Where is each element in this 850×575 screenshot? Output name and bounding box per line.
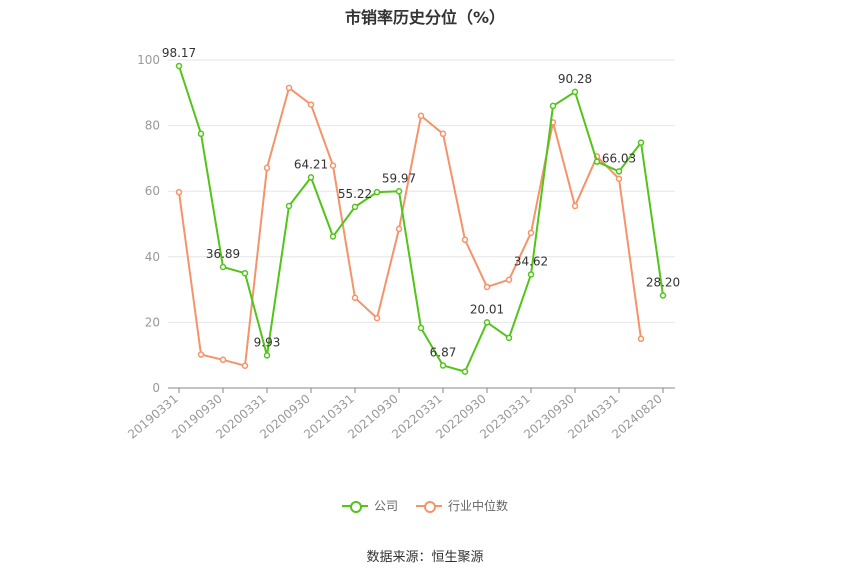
data-point-company: [439, 362, 447, 369]
data-point-company: [571, 88, 579, 96]
data-point-industry-median: [527, 229, 535, 237]
data-label: 28.20: [646, 276, 680, 290]
data-point-company: [593, 158, 601, 165]
data-point-industry-median: [285, 84, 293, 92]
data-label: 34.62: [514, 254, 548, 268]
data-point-company: [263, 352, 271, 359]
series-line-industry-median: [178, 86, 642, 367]
y-tick-label: 20: [145, 315, 160, 329]
y-tick-label: 80: [145, 119, 160, 133]
data-source: 数据来源：恒生聚源: [366, 550, 484, 565]
data-point-industry-median: [571, 202, 579, 210]
data-point-company: [505, 334, 513, 342]
data-point-company: [175, 62, 183, 70]
data-point-industry-median: [307, 101, 315, 108]
data-label: 64.21: [294, 157, 328, 171]
y-tick-label: 100: [137, 53, 160, 67]
data-point-industry-median: [351, 294, 359, 302]
legend-label-company: 公司: [373, 499, 398, 513]
data-point-industry-median: [241, 362, 249, 369]
data-point-company: [549, 102, 557, 110]
legend-marker-company: [341, 500, 368, 513]
data-point-company: [329, 233, 337, 240]
y-tick-label: 40: [145, 250, 160, 264]
data-point-company: [461, 368, 469, 375]
data-point-industry-median: [219, 356, 227, 364]
chart-title: 市销率历史分位（%）: [344, 8, 506, 27]
legend-item-industry-median[interactable]: 行业中位数: [416, 497, 508, 514]
data-label: 59.97: [382, 171, 416, 185]
data-point-industry-median: [505, 276, 513, 284]
data-point-company: [417, 324, 425, 332]
data-point-company: [527, 271, 535, 278]
data-label: 98.17: [162, 46, 196, 60]
data-point-company: [373, 188, 381, 196]
data-point-company: [659, 292, 667, 299]
data-label: 55.22: [338, 187, 372, 201]
data-label: 9.93: [254, 335, 281, 349]
legend: 公司 行业中位数: [0, 497, 850, 514]
data-label: 20.01: [470, 302, 504, 316]
data-label: 90.28: [558, 72, 592, 86]
data-point-industry-median: [637, 335, 645, 343]
data-point-industry-median: [395, 225, 403, 233]
data-point-company: [637, 139, 645, 146]
data-point-company: [285, 202, 293, 210]
data-point-industry-median: [615, 175, 623, 182]
data-label: 66.03: [602, 151, 636, 165]
data-label: 6.87: [430, 345, 457, 359]
data-point-company: [219, 263, 227, 271]
data-point-industry-median: [263, 164, 271, 172]
data-point-industry-median: [461, 236, 469, 243]
data-point-company: [615, 168, 623, 175]
data-point-company: [197, 130, 205, 138]
legend-label-industry-median: 行业中位数: [448, 499, 509, 513]
data-point-industry-median: [373, 314, 381, 322]
data-point-industry-median: [175, 188, 183, 196]
legend-item-company[interactable]: 公司: [341, 497, 398, 514]
data-point-company: [351, 203, 359, 211]
data-point-industry-median: [329, 162, 337, 169]
legend-marker-industry-median: [416, 500, 442, 513]
data-point-company: [483, 319, 491, 326]
y-tick-label: 60: [145, 184, 160, 198]
data-point-company: [241, 269, 249, 277]
y-tick-label: 0: [152, 381, 160, 395]
data-point-industry-median: [439, 130, 447, 138]
data-point-industry-median: [197, 351, 205, 358]
data-point-industry-median: [483, 283, 491, 291]
data-point-company: [307, 174, 315, 181]
data-label: 36.89: [206, 247, 240, 261]
data-point-industry-median: [417, 112, 425, 120]
data-point-company: [395, 188, 403, 195]
